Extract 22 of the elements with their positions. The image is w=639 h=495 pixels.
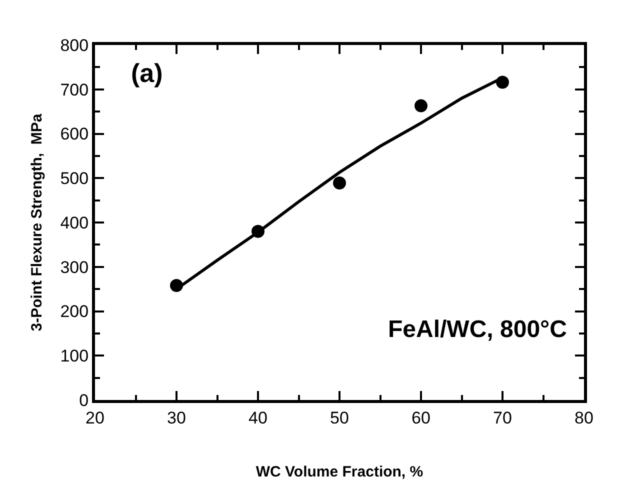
annotation: FeAl/WC, 800°C	[388, 316, 567, 343]
x-tick-label: 70	[493, 408, 512, 428]
y-tick-label: 400	[60, 213, 89, 232]
y-tick-label: 200	[60, 302, 89, 322]
point	[333, 176, 346, 190]
annotation: (a)	[131, 58, 163, 88]
x-tick-label: 80	[574, 408, 594, 428]
y-tick-label: 500	[60, 169, 89, 188]
x-tick-label: 40	[248, 408, 268, 428]
y-tick-label: 100	[60, 346, 89, 366]
x-tick-label: 50	[330, 408, 349, 428]
x-tick-label: 60	[412, 408, 430, 428]
y-tick-label: 800	[60, 36, 89, 55]
x-axis-title: WC Volume Fraction, %	[256, 463, 424, 480]
y-tick-label: 600	[60, 124, 89, 144]
y-tick-label: 300	[60, 258, 89, 277]
x-tick-label: 30	[167, 408, 186, 428]
point	[414, 99, 428, 112]
x-tick-label: 20	[86, 408, 104, 428]
y-axis-title: 3-Point Flexure Strength, MPa	[28, 113, 46, 332]
y-tick-label: 0	[79, 390, 89, 410]
y-tick-label: 700	[60, 80, 89, 100]
